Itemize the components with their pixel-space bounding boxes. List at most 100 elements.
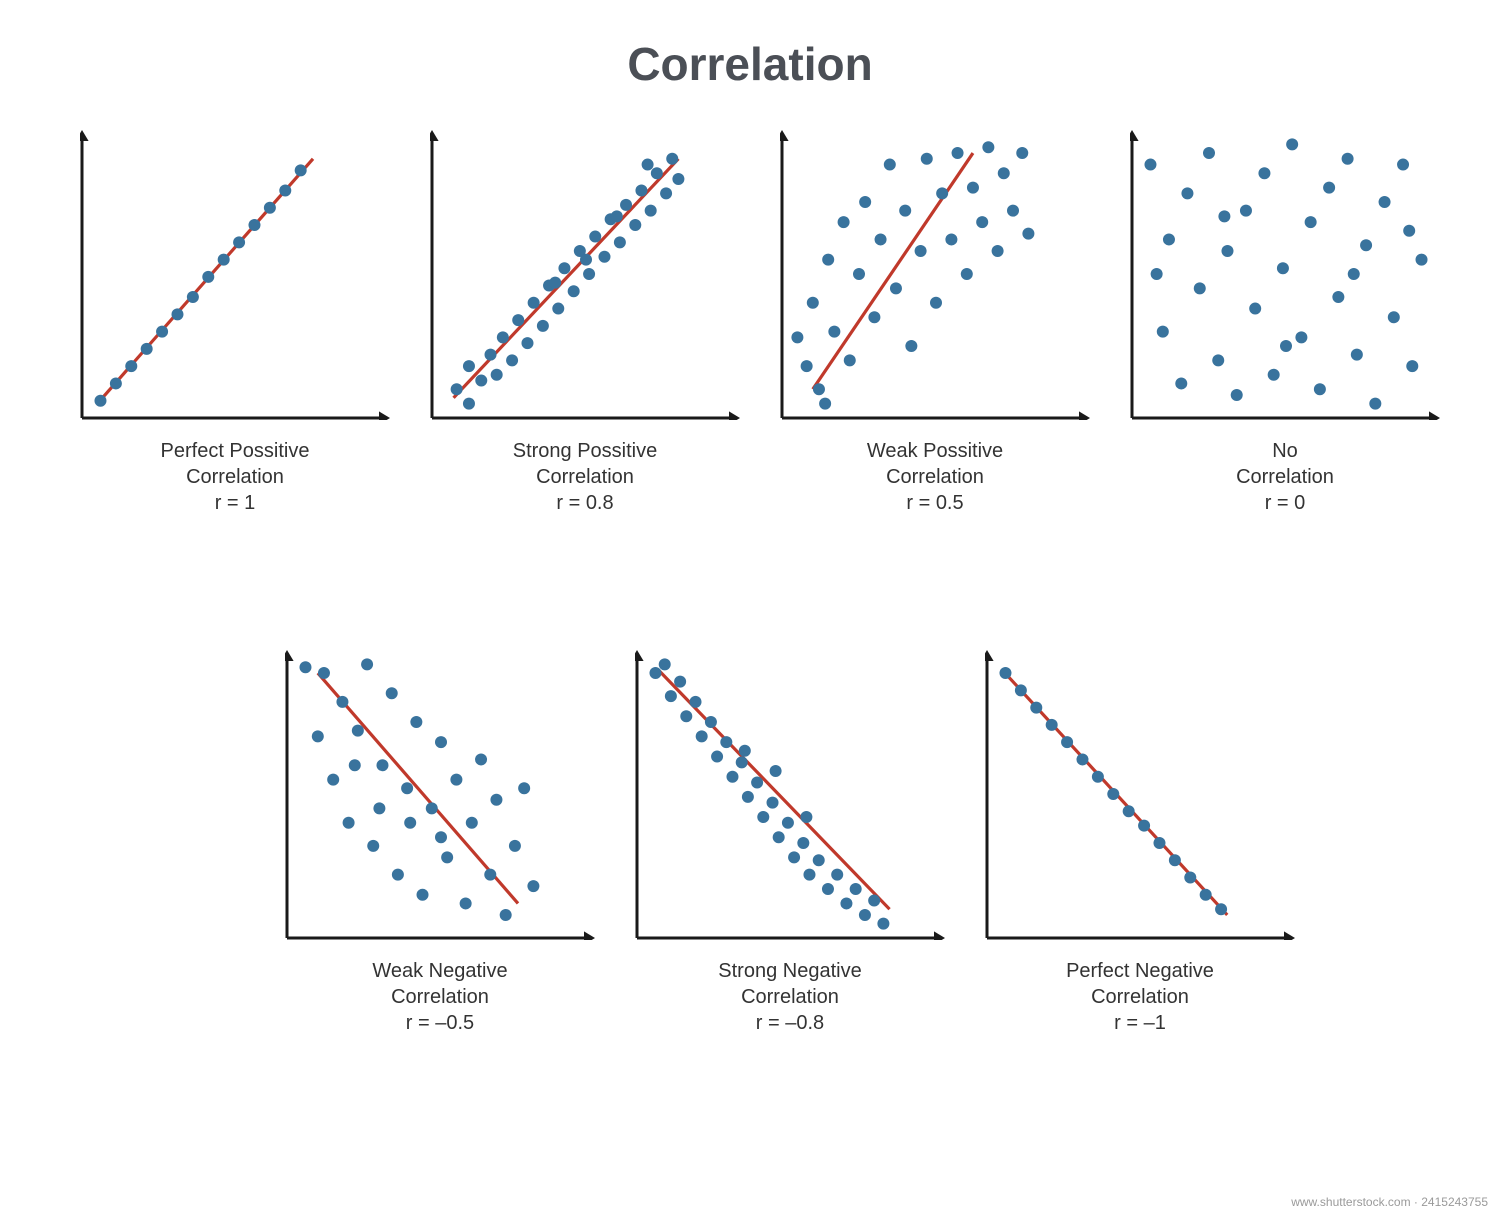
data-point [822, 883, 834, 895]
data-point [202, 271, 214, 283]
data-point [1323, 182, 1335, 194]
data-point [875, 233, 887, 245]
data-point [1138, 820, 1150, 832]
data-point [711, 751, 723, 763]
caption-line1: No [1130, 438, 1440, 464]
data-point [720, 736, 732, 748]
data-point [1249, 303, 1261, 315]
data-point [435, 736, 447, 748]
plot-area [780, 130, 1090, 420]
plot-area [430, 130, 740, 420]
data-point [1416, 254, 1428, 266]
trend-line [813, 153, 973, 389]
plot-area [285, 650, 595, 940]
data-point [797, 837, 809, 849]
caption-line2: Correlation [985, 984, 1295, 1010]
data-point [1144, 159, 1156, 171]
data-point [463, 398, 475, 410]
plot-area [1130, 130, 1440, 420]
data-point [361, 658, 373, 670]
data-point [598, 251, 610, 263]
data-point [828, 326, 840, 338]
data-point [1397, 159, 1409, 171]
data-point [800, 811, 812, 823]
data-point [831, 869, 843, 881]
chart-no-correlation: NoCorrelationr = 0 [1130, 130, 1440, 420]
data-point [1305, 216, 1317, 228]
data-point [782, 817, 794, 829]
data-point [859, 196, 871, 208]
data-point [580, 254, 592, 266]
data-point [218, 254, 230, 266]
data-point [528, 297, 540, 309]
data-point [791, 331, 803, 343]
data-point [998, 167, 1010, 179]
plot-area [985, 650, 1295, 940]
data-point [327, 774, 339, 786]
caption-line1: Perfect Possitive [80, 438, 390, 464]
data-point [1406, 360, 1418, 372]
caption-r: r = –0.5 [285, 1010, 595, 1036]
data-point [475, 375, 487, 387]
data-point [233, 236, 245, 248]
data-point [1184, 872, 1196, 884]
caption-line2: Correlation [635, 984, 945, 1010]
caption-line2: Correlation [1130, 464, 1440, 490]
data-point [1076, 753, 1088, 765]
data-point [1277, 262, 1289, 274]
data-point [1169, 854, 1181, 866]
data-point [1240, 205, 1252, 217]
data-point [1061, 736, 1073, 748]
caption-line2: Correlation [285, 984, 595, 1010]
data-point [527, 880, 539, 892]
chart-svg [635, 650, 945, 940]
data-point [853, 268, 865, 280]
caption-r: r = –0.8 [635, 1010, 945, 1036]
caption-line1: Strong Possitive [430, 438, 740, 464]
data-point [1360, 239, 1372, 251]
chart-svg [780, 130, 1090, 420]
caption-line2: Correlation [430, 464, 740, 490]
data-point [899, 205, 911, 217]
data-point [485, 349, 497, 361]
data-point [500, 909, 512, 921]
chart-svg [985, 650, 1295, 940]
data-point [1107, 788, 1119, 800]
trend-line [318, 673, 518, 903]
data-point [1194, 282, 1206, 294]
data-point [336, 696, 348, 708]
data-point [1092, 771, 1104, 783]
data-point [583, 268, 595, 280]
chart-caption: Perfect NegativeCorrelationr = –1 [985, 958, 1295, 1036]
caption-line1: Strong Negative [635, 958, 945, 984]
page-title: Correlation [0, 37, 1500, 91]
data-point [451, 383, 463, 395]
data-point [490, 794, 502, 806]
data-point [367, 840, 379, 852]
data-point [770, 765, 782, 777]
data-point [518, 782, 530, 794]
data-point [838, 216, 850, 228]
data-point [1388, 311, 1400, 323]
data-point [156, 326, 168, 338]
data-point [635, 184, 647, 196]
chart-strong-negative: Strong NegativeCorrelationr = –0.8 [635, 650, 945, 940]
plot-area [80, 130, 390, 420]
plot-area [635, 650, 945, 940]
data-point [1314, 383, 1326, 395]
data-point [952, 147, 964, 159]
data-point [905, 340, 917, 352]
data-point [788, 851, 800, 863]
data-point [410, 716, 422, 728]
data-point [1030, 702, 1042, 714]
chart-svg [80, 130, 390, 420]
data-point [666, 153, 678, 165]
data-point [94, 395, 106, 407]
data-point [1231, 389, 1243, 401]
data-point [1157, 326, 1169, 338]
data-point [930, 297, 942, 309]
data-point [264, 202, 276, 214]
data-point [1369, 398, 1381, 410]
data-point [392, 869, 404, 881]
data-point [651, 167, 663, 179]
